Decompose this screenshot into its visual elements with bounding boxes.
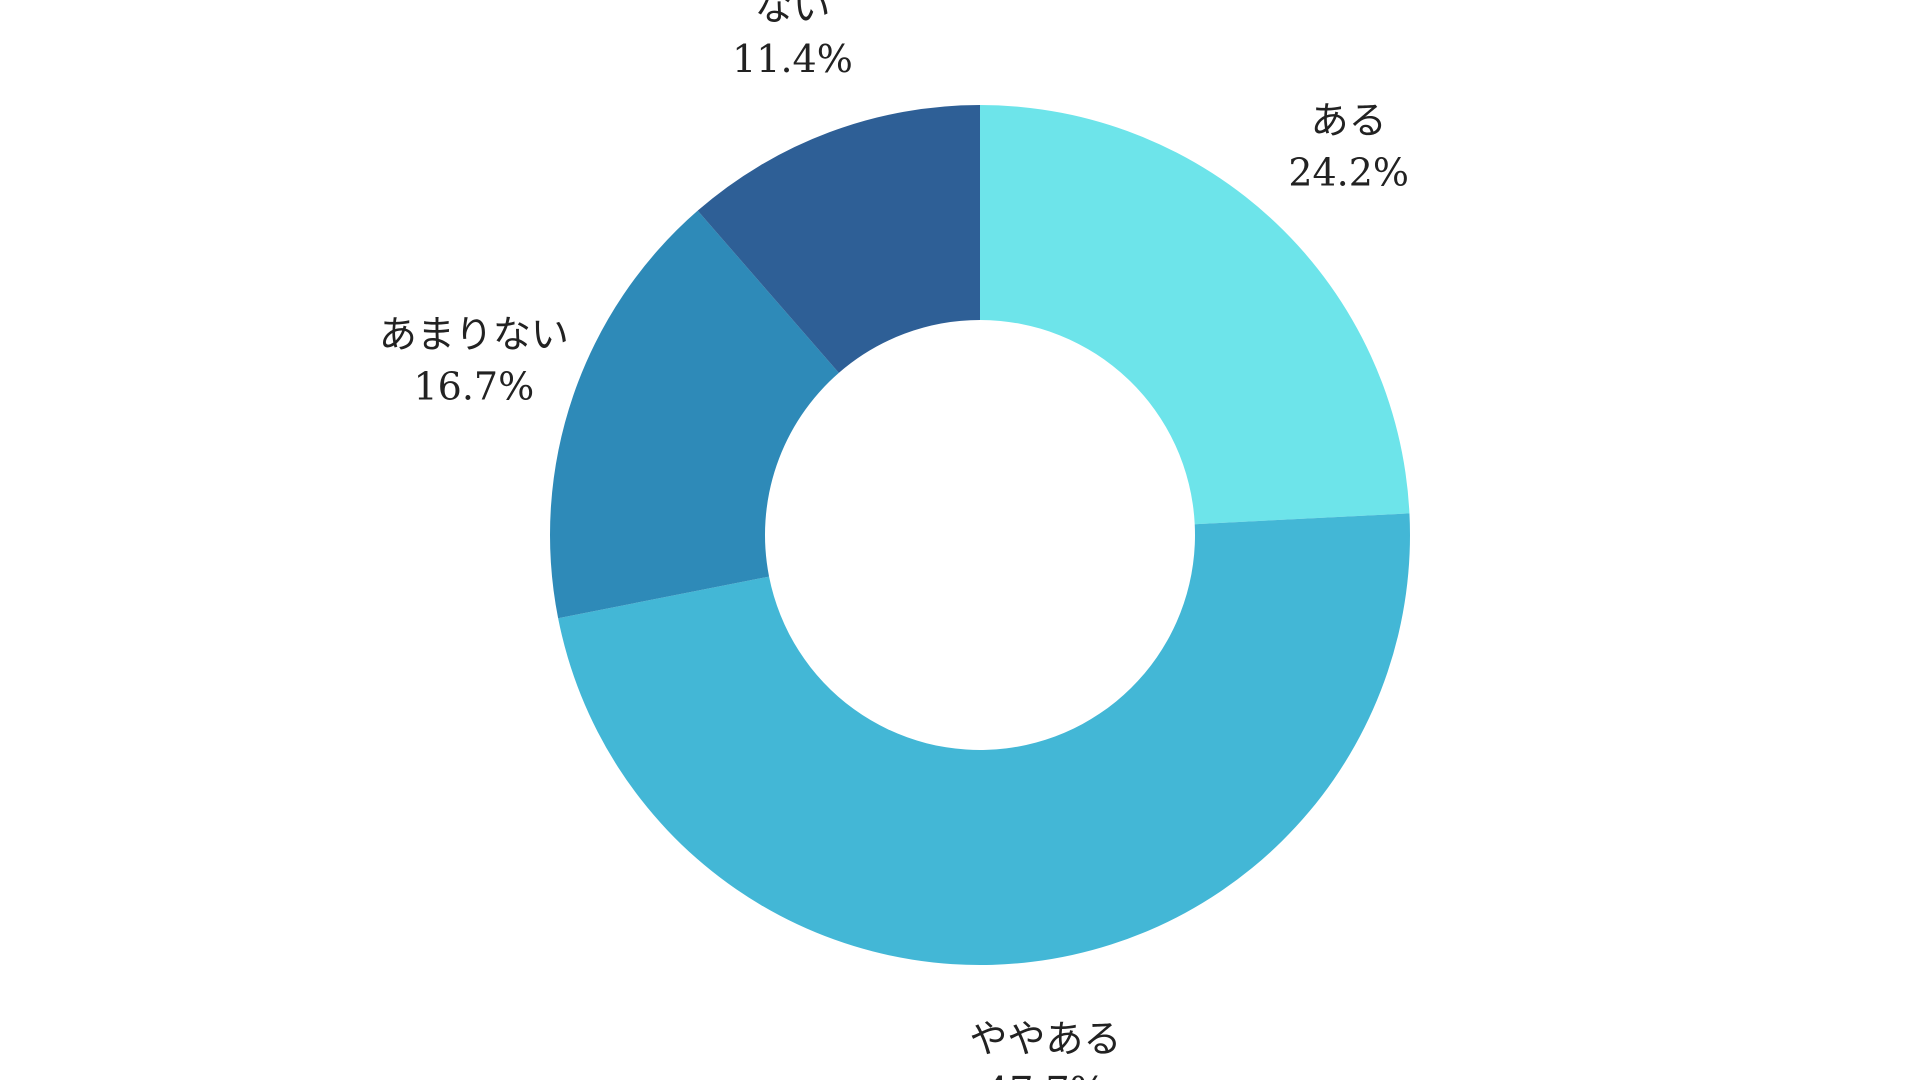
slice-label-0: ある bbox=[1311, 98, 1387, 142]
slice-0 bbox=[980, 105, 1410, 525]
slice-value-0: 24.2% bbox=[1288, 150, 1409, 194]
slice-3 bbox=[697, 105, 980, 373]
slice-value-2: 16.7% bbox=[413, 365, 534, 409]
labels-group: ある 24.2% ややある 47.7% あまりない 16.7% ない 11.4% bbox=[379, 0, 1409, 1080]
slice-label-3: ない bbox=[754, 0, 830, 29]
slice-value-1: 47.7% bbox=[985, 1069, 1106, 1080]
slice-label-1: ややある bbox=[969, 1017, 1121, 1061]
slices-group bbox=[550, 105, 1410, 965]
slice-1 bbox=[558, 513, 1410, 965]
slice-2 bbox=[550, 210, 839, 619]
slice-label-2: あまりない bbox=[379, 313, 569, 357]
slice-value-3: 11.4% bbox=[732, 37, 853, 81]
